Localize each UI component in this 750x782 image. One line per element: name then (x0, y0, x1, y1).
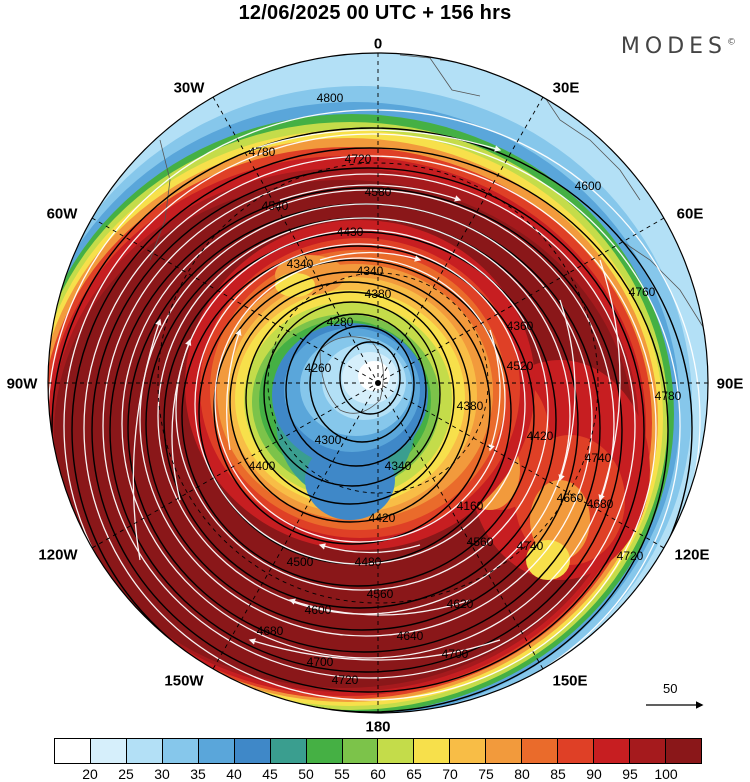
colorbar-cell (486, 739, 523, 763)
contour-label: 4380 (365, 287, 392, 301)
lon-label-120w: 120W (38, 546, 78, 564)
brand-mark: © (727, 37, 736, 48)
map-title: 12/06/2025 00 UTC + 156 hrs (238, 2, 512, 24)
contour-label: 4700 (442, 647, 469, 661)
colorbar-tick-label: 35 (190, 766, 206, 782)
colorbar-tick-label: 80 (514, 766, 530, 782)
contour-label: 4580 (365, 185, 392, 199)
contour-label: 4430 (337, 225, 364, 239)
contour-label: 4560 (467, 535, 494, 549)
contour-labels: 4800 4780 4720 4580 4540 4430 4340 4340 … (249, 91, 682, 687)
colorbar-cell (378, 739, 415, 763)
lon-label-180: 180 (365, 718, 391, 736)
lon-label-30e: 30E (552, 79, 580, 97)
reference-vector-label: 50 (663, 681, 678, 696)
colorbar-cell (55, 739, 91, 763)
brand-text: MODES (620, 34, 727, 59)
colorbar-cell (558, 739, 595, 763)
lon-label-90e: 90E (716, 375, 744, 393)
contour-label: 4720 (345, 152, 372, 166)
colorbar-cell (630, 739, 666, 763)
map-border (47, 52, 709, 714)
colorbar-labels: 20 25 30 35 40 45 50 55 60 65 70 75 80 85 90 95 100 (54, 766, 702, 782)
colorbar (54, 738, 702, 764)
contour-label: 4260 (305, 361, 332, 375)
colorbar-tick-label: 70 (442, 766, 458, 782)
contour-label: 4540 (262, 199, 289, 213)
contour-label: 4600 (575, 179, 602, 193)
contour-label: 4660 (557, 491, 584, 505)
contour-label: 4160 (457, 499, 484, 513)
colorbar-cell (414, 739, 451, 763)
colorbar-cell (234, 739, 271, 763)
colorbar-cell (198, 739, 235, 763)
contour-label: 4640 (397, 629, 424, 643)
lon-label-30w: 30W (173, 79, 205, 97)
contour-label: 4680 (257, 624, 284, 638)
lon-label-60e: 60E (676, 205, 704, 223)
colorbar-tick-label: 60 (370, 766, 386, 782)
colorbar-tick-label: 45 (262, 766, 278, 782)
pole-marker (375, 380, 381, 386)
contour-label: 4800 (317, 91, 344, 105)
colorbar-tick-label: 40 (226, 766, 242, 782)
contour-label: 4700 (307, 655, 334, 669)
colorbar-tick-label: 75 (478, 766, 494, 782)
contour-label: 4340 (357, 264, 384, 278)
colorbar-cell (90, 739, 127, 763)
contour-label: 4780 (249, 145, 276, 159)
lon-label-90w: 90W (6, 375, 38, 393)
colorbar-tick-label: 65 (406, 766, 422, 782)
contour-label: 4720 (617, 549, 644, 563)
lon-label-150e: 150E (552, 672, 588, 690)
contour-label: 4520 (507, 359, 534, 373)
contour-label: 4340 (287, 257, 314, 271)
colorbar-tick-label: 100 (654, 766, 678, 782)
brand-logo: MODES© (621, 34, 736, 59)
colorbar-tick-label: 25 (118, 766, 134, 782)
colorbar-cell (665, 739, 701, 763)
contour-label: 4420 (369, 511, 396, 525)
colorbar-tick-label: 55 (334, 766, 350, 782)
colorbar-cell (594, 739, 630, 763)
contour-label: 4480 (355, 555, 382, 569)
contour-label: 4400 (249, 459, 276, 473)
contour-label: 4380 (457, 399, 484, 413)
colorbar-tick-label: 20 (82, 766, 98, 782)
colorbar-cell (162, 739, 199, 763)
contour-label: 4560 (367, 587, 394, 601)
contour-label: 4340 (385, 459, 412, 473)
contour-label: 4360 (507, 319, 534, 333)
colorbar-cell (270, 739, 307, 763)
contour-label: 4500 (287, 555, 314, 569)
lon-label-0: 0 (373, 35, 383, 53)
contour-label: 4300 (315, 433, 342, 447)
contour-label: 4280 (327, 315, 354, 329)
streamlines (48, 109, 701, 713)
contour-label: 4620 (447, 597, 474, 611)
contour-label: 4600 (305, 603, 332, 617)
contour-label: 4720 (332, 673, 359, 687)
contour-label: 4740 (517, 539, 544, 553)
colorbar-cell (522, 739, 559, 763)
colorbar-tick-label: 50 (298, 766, 314, 782)
colorbar-tick-label: 90 (586, 766, 602, 782)
colorbar-tick-label: 95 (622, 766, 638, 782)
contour-label: 4740 (585, 451, 612, 465)
lon-label-120e: 120E (674, 546, 710, 564)
contour-label: 4780 (655, 389, 682, 403)
contour-label: 4760 (629, 285, 656, 299)
colorbar-tick-label: 85 (550, 766, 566, 782)
lon-label-60w: 60W (46, 205, 78, 223)
colorbar-cell (450, 739, 487, 763)
contour-label: 4420 (527, 429, 554, 443)
colorbar-tick-label: 30 (154, 766, 170, 782)
contour-label: 4680 (587, 497, 614, 511)
colorbar-cell (126, 739, 163, 763)
lon-label-150w: 150W (164, 672, 204, 690)
colorbar-cell (342, 739, 379, 763)
colorbar-cell (306, 739, 343, 763)
